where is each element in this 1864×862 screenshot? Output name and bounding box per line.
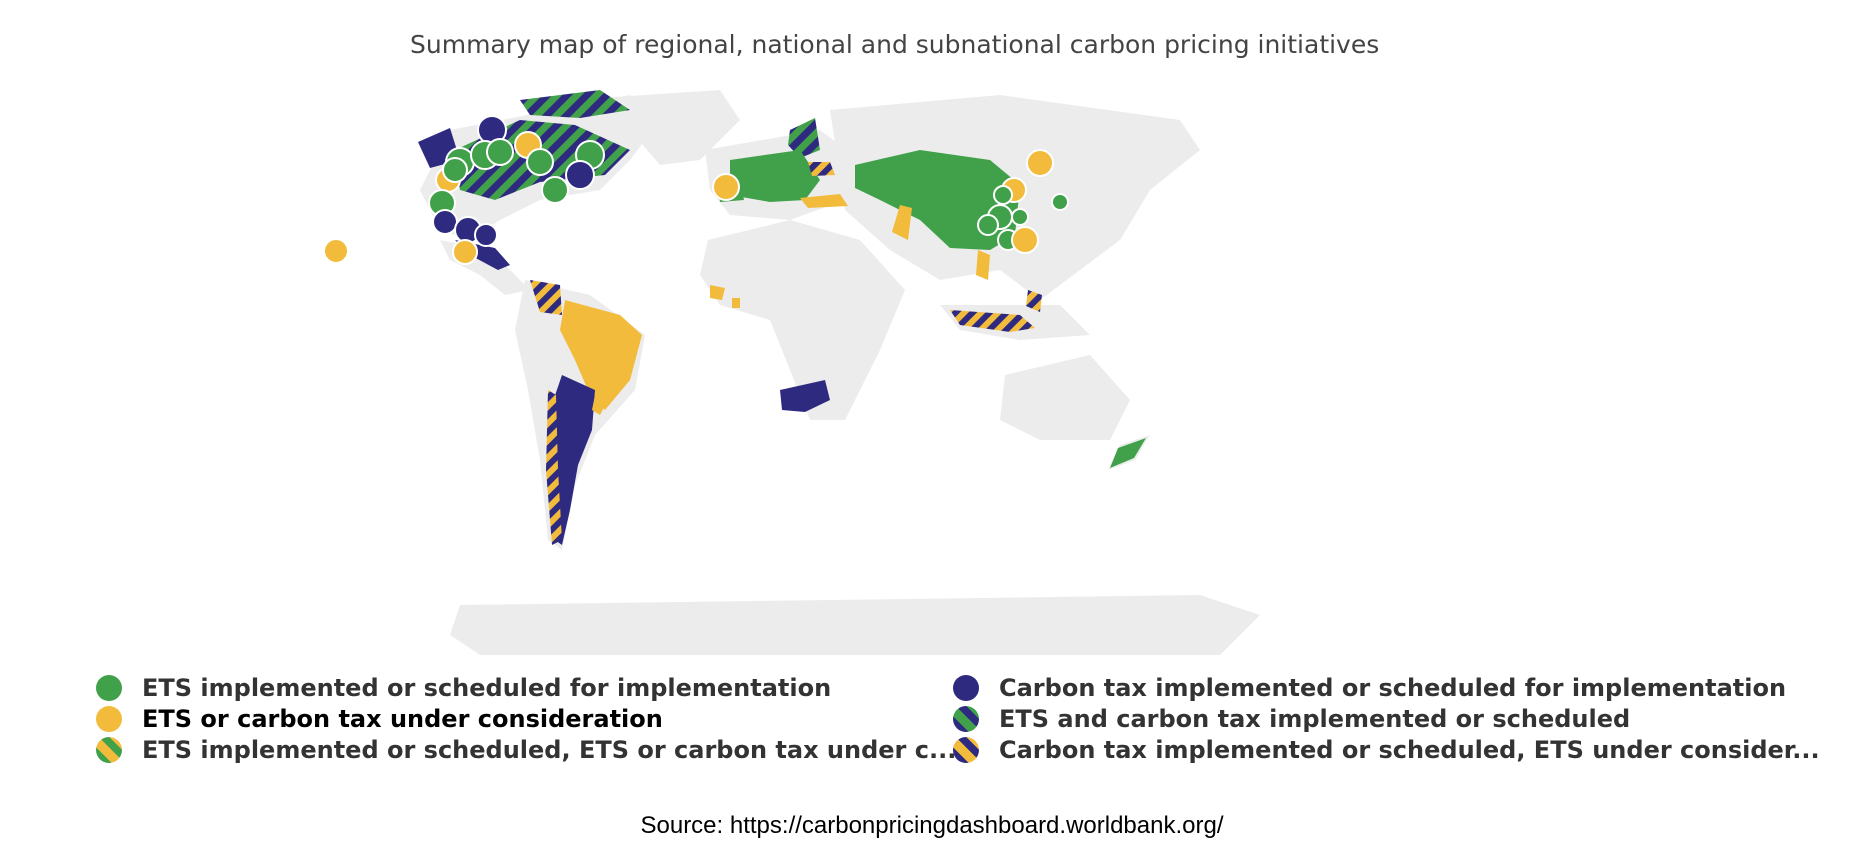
africa-land [700, 220, 905, 420]
philippines-tax-cons [1026, 290, 1042, 312]
marker-consideration [1026, 149, 1054, 177]
ets-tax-swatch-icon [953, 705, 979, 732]
markers [323, 115, 1069, 265]
legend-label: ETS implemented or scheduled, ETS or car… [142, 735, 957, 764]
source-citation: Source: https://carbonpricingdashboard.w… [640, 812, 1224, 839]
australia-land [1000, 355, 1130, 440]
marker-ets [486, 138, 514, 166]
consideration-swatch-icon [96, 705, 122, 732]
west-africa-consideration [710, 285, 725, 300]
world-map [323, 90, 1260, 655]
marker-ets [977, 214, 999, 236]
tax-consideration-swatch-icon [953, 736, 979, 763]
legend-label: ETS implemented or scheduled for impleme… [142, 673, 832, 702]
marker-ets [993, 185, 1013, 205]
legend-item-ets: ETS implemented or scheduled for impleme… [96, 672, 956, 703]
ets-swatch-icon [96, 674, 122, 701]
marker-tax [474, 223, 498, 247]
marker-consideration [712, 173, 740, 201]
legend-left-column: ETS implemented or scheduled for impleme… [96, 672, 956, 765]
colombia-tax-cons [530, 280, 562, 315]
legend-item-consideration: ETS or carbon tax under consideration [96, 703, 956, 734]
brazil-consideration [560, 300, 642, 410]
indonesia-tax-cons [950, 310, 1035, 332]
marker-ets [1011, 208, 1029, 226]
greenland-land [600, 90, 740, 165]
marker-ets [442, 157, 468, 183]
argentina-tax [550, 375, 595, 545]
legend-right-column: Carbon tax implemented or scheduled for … [953, 672, 1820, 765]
marker-ets [541, 176, 569, 204]
pakistan-consideration [892, 205, 912, 240]
marker-consideration [1011, 226, 1039, 254]
europe-ets [730, 150, 820, 202]
chile-tax-cons [546, 390, 562, 545]
marker-ets [526, 148, 554, 176]
legend-label: Carbon tax implemented or scheduled, ETS… [999, 735, 1820, 764]
legend-label: ETS and carbon tax implemented or schedu… [999, 704, 1631, 733]
legend-item-ets-consideration: ETS implemented or scheduled, ETS or car… [96, 734, 956, 765]
pricing-regions [418, 90, 1146, 545]
legend-label: Carbon tax implemented or scheduled for … [999, 673, 1787, 702]
canada-arctic-ets-tax [520, 90, 630, 118]
uruguay-consideration [592, 395, 608, 415]
map-title: Summary map of regional, national and su… [410, 30, 1380, 59]
vietnam-consideration [976, 250, 990, 280]
marker-consideration [452, 239, 478, 265]
legend-item-tax-consideration: Carbon tax implemented or scheduled, ETS… [953, 734, 1820, 765]
legend-label: ETS or carbon tax under consideration [142, 704, 663, 733]
tax-swatch-icon [953, 674, 979, 701]
marker-consideration [323, 238, 349, 264]
ukraine-tax-cons [808, 162, 835, 176]
legend-item-ets-tax: ETS and carbon tax implemented or schedu… [953, 703, 1820, 734]
south-africa-tax [780, 380, 830, 412]
ets-consideration-swatch-icon [96, 736, 122, 763]
ghana-consideration [732, 298, 740, 308]
antarctica-land [450, 595, 1260, 655]
new-zealand-ets [1110, 438, 1146, 468]
marker-tax [432, 209, 458, 235]
marker-tax [565, 160, 595, 190]
scandinavia-ets-tax [788, 118, 820, 158]
turkey-consideration [800, 194, 848, 208]
marker-ets [1051, 193, 1069, 211]
legend-item-tax: Carbon tax implemented or scheduled for … [953, 672, 1820, 703]
